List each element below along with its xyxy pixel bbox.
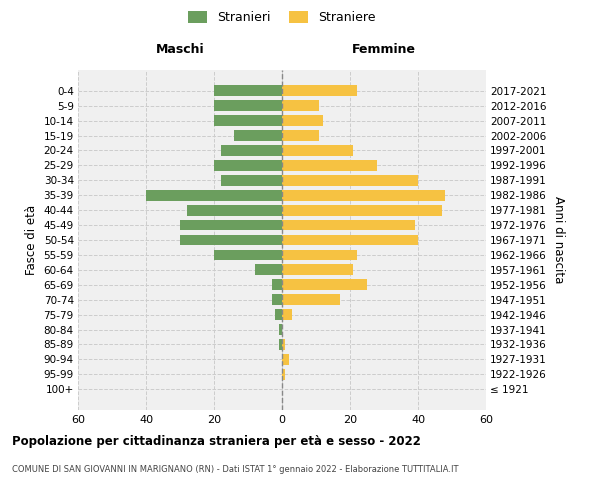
Bar (282, 234, 418, 246)
Bar (282, 220, 415, 230)
Bar (282, 190, 445, 200)
Bar (272, 294, 282, 305)
Bar (214, 250, 282, 260)
Bar (282, 160, 377, 171)
Legend: Stranieri, Straniere: Stranieri, Straniere (188, 11, 376, 24)
Text: COMUNE DI SAN GIOVANNI IN MARIGNANO (RN) - Dati ISTAT 1° gennaio 2022 - Elaboraz: COMUNE DI SAN GIOVANNI IN MARIGNANO (RN)… (12, 465, 458, 474)
Bar (282, 339, 286, 350)
Bar (278, 324, 282, 335)
Bar (180, 234, 282, 246)
Bar (282, 264, 353, 275)
Bar (282, 145, 353, 156)
Text: Femmine: Femmine (352, 44, 416, 57)
Y-axis label: Anni di nascita: Anni di nascita (553, 196, 565, 284)
Bar (187, 205, 282, 216)
Y-axis label: Fasce di età: Fasce di età (25, 205, 38, 275)
Bar (180, 220, 282, 230)
Bar (255, 264, 282, 275)
Bar (282, 294, 340, 305)
Bar (221, 145, 282, 156)
Bar (278, 339, 282, 350)
Bar (214, 160, 282, 171)
Bar (235, 130, 282, 141)
Bar (275, 309, 282, 320)
Bar (282, 116, 323, 126)
Bar (282, 130, 319, 141)
Bar (282, 280, 367, 290)
Text: Popolazione per cittadinanza straniera per età e sesso - 2022: Popolazione per cittadinanza straniera p… (12, 435, 421, 448)
Bar (214, 116, 282, 126)
Bar (282, 86, 357, 96)
Bar (282, 250, 357, 260)
Bar (272, 280, 282, 290)
Bar (282, 309, 292, 320)
Bar (282, 175, 418, 186)
Bar (282, 100, 319, 111)
Bar (214, 100, 282, 111)
Bar (214, 86, 282, 96)
Bar (282, 369, 286, 380)
Bar (146, 190, 282, 200)
Bar (221, 175, 282, 186)
Text: Maschi: Maschi (155, 44, 205, 57)
Bar (282, 205, 442, 216)
Bar (282, 354, 289, 364)
